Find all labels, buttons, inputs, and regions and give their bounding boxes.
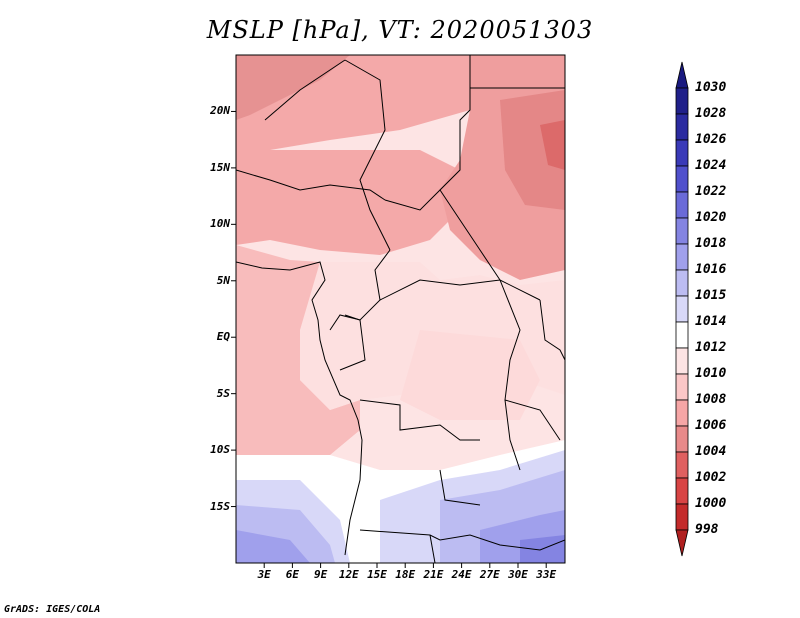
colorbar-level-label: 1000 (695, 496, 727, 511)
field-band-1012-congo (400, 330, 540, 420)
colorbar-segment (675, 87, 689, 115)
colorbar-segment (675, 399, 689, 427)
colorbar-segment (675, 425, 689, 453)
colorbar-level-label: 1010 (695, 366, 727, 381)
axis-tick-marks (231, 110, 547, 568)
colorbar-segment (675, 451, 689, 479)
colorbar-segment (675, 373, 689, 401)
grads-credit: GrADS: IGES/COLA (4, 604, 101, 615)
lon-tick-label: 6E (285, 568, 300, 581)
colorbar-segment (675, 191, 689, 219)
lat-tick-label: 15S (210, 499, 230, 513)
lon-tick-label: 9E (313, 568, 328, 581)
colorbar-segment (675, 477, 689, 505)
field-band-1010-west (236, 245, 360, 455)
colorbar-level-label: 1012 (695, 340, 727, 355)
colorbar-segment (675, 113, 689, 141)
colorbar-level-label: 1022 (695, 184, 727, 199)
colorbar-level-label: 1026 (695, 132, 727, 147)
colorbar-segment (675, 295, 689, 323)
lat-tick-label: 5S (216, 386, 230, 400)
colorbar-level-label: 1002 (695, 470, 727, 485)
colorbar-segment (675, 503, 689, 531)
colorbar-level-label: 1030 (695, 80, 727, 95)
atlantic-coastline (236, 261, 363, 556)
lat-tick-label: 10S (210, 443, 230, 457)
map-title: MSLP [hPa], VT: 2020051303 (206, 16, 594, 44)
lon-tick-label: 30E (508, 568, 528, 581)
colorbar-level-label: 1008 (695, 392, 727, 407)
field-band-1006-east (500, 90, 565, 210)
lon-tick-label: 15E (367, 568, 387, 581)
lat-tick-label: 10N (210, 217, 230, 231)
colorbar-segment (675, 321, 689, 349)
colorbar-level-label: 1024 (695, 158, 727, 173)
colorbar-level-label: 1014 (695, 314, 727, 329)
colorbar-top-arrow (675, 61, 689, 89)
colorbar-level-label: 1020 (695, 210, 727, 225)
lon-tick-label: 27E (479, 568, 500, 581)
colorbar-bottom-arrow (675, 529, 689, 557)
colorbar-segment (675, 217, 689, 245)
country-borders (236, 55, 565, 563)
colorbar-level-label: 1018 (695, 236, 727, 251)
lon-tick-label: 3E (257, 568, 271, 581)
colorbar-level-label: 998 (695, 522, 719, 537)
field-band-1004-east (540, 120, 565, 170)
pressure-field (236, 55, 565, 563)
colorbar-level-label: 1004 (695, 444, 727, 459)
lon-tick-label: 18E (395, 568, 416, 581)
colorbar-level-label: 1016 (695, 262, 727, 277)
colorbar-level-label: 1015 (695, 288, 727, 303)
colorbar-level-label: 1006 (695, 418, 727, 433)
colorbar (675, 61, 689, 557)
lat-tick-label: 20N (210, 104, 230, 118)
lat-tick-label: 5N (216, 273, 230, 287)
lon-tick-label: 21E (423, 568, 444, 581)
lon-tick-label: 24E (451, 568, 472, 581)
lon-tick-label: 12E (338, 568, 359, 581)
colorbar-segment (675, 243, 689, 271)
lat-tick-label: 15N (210, 160, 230, 174)
colorbar-level-label: 1028 (695, 106, 727, 121)
field-band-1008-sahel (236, 150, 470, 255)
colorbar-segment (675, 139, 689, 167)
colorbar-segment (675, 269, 689, 297)
field-band-1018-sw (236, 530, 310, 563)
map-frame (235, 54, 566, 564)
lat-tick-label: EQ (216, 330, 230, 344)
field-band-1006-west (236, 55, 350, 120)
colorbar-segment (675, 165, 689, 193)
lon-tick-label: 33E (536, 568, 557, 581)
colorbar-segment (675, 347, 689, 375)
